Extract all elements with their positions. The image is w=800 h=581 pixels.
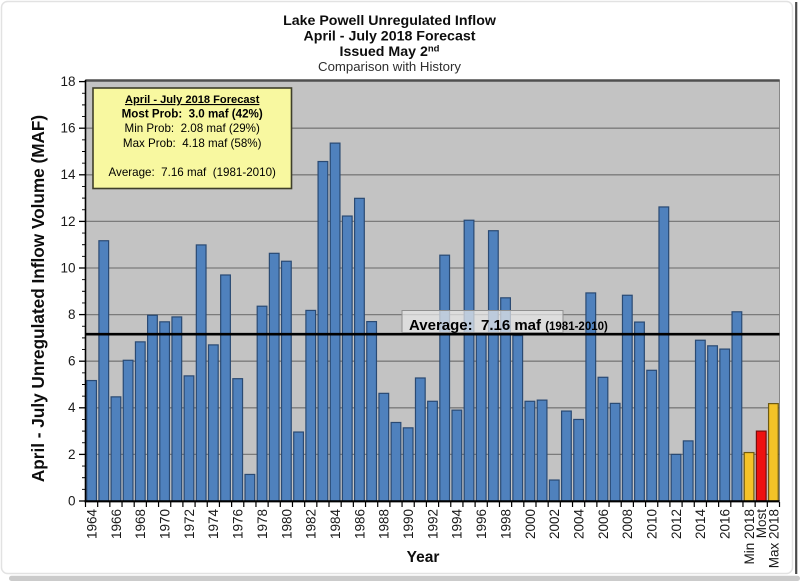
svg-text:2006: 2006	[596, 509, 611, 539]
svg-text:1964: 1964	[84, 509, 99, 540]
svg-text:1990: 1990	[401, 509, 416, 539]
svg-text:Comparison with History: Comparison with History	[318, 59, 461, 74]
svg-text:18: 18	[60, 74, 75, 89]
svg-text:1972: 1972	[182, 509, 197, 539]
svg-text:1986: 1986	[352, 509, 367, 539]
svg-text:1968: 1968	[133, 509, 148, 539]
svg-text:2010: 2010	[645, 509, 660, 539]
svg-text:Lake Powell Unregulated Inflow: Lake Powell Unregulated Inflow	[283, 13, 497, 29]
svg-text:2: 2	[68, 447, 76, 462]
svg-text:2002: 2002	[547, 509, 562, 539]
svg-text:2004: 2004	[571, 509, 586, 540]
svg-text:1996: 1996	[474, 509, 489, 539]
svg-text:1980: 1980	[279, 509, 294, 539]
svg-text:Most Prob: 3.0 maf (42%): Most Prob: 3.0 maf (42%)	[122, 108, 263, 121]
svg-text:2000: 2000	[523, 509, 538, 539]
svg-text:Issued May 2nd: Issued May 2nd	[340, 44, 440, 61]
svg-text:1978: 1978	[255, 509, 270, 539]
svg-text:1992: 1992	[425, 509, 440, 539]
svg-text:April - July 2018 Forecast: April - July 2018 Forecast	[125, 94, 260, 106]
svg-text:1974: 1974	[206, 509, 221, 540]
svg-text:12: 12	[60, 214, 75, 229]
svg-text:10: 10	[60, 260, 75, 275]
svg-text:Min 2018: Min 2018	[742, 509, 757, 565]
svg-text:Most: Most	[754, 509, 769, 539]
svg-text:1976: 1976	[231, 509, 246, 539]
svg-text:Max 2018: Max 2018	[766, 509, 781, 568]
svg-text:4: 4	[68, 400, 76, 415]
svg-text:1982: 1982	[304, 509, 319, 539]
svg-text:16: 16	[60, 121, 75, 136]
svg-text:1966: 1966	[109, 509, 124, 539]
svg-text:Average: 7.16 maf (1981-2010): Average: 7.16 maf (1981-2010)	[409, 317, 608, 334]
svg-text:1988: 1988	[377, 509, 392, 539]
svg-text:2012: 2012	[669, 509, 684, 539]
svg-text:April - July 2018 Forecast: April - July 2018 Forecast	[304, 29, 476, 45]
svg-text:2016: 2016	[718, 509, 733, 539]
svg-text:Min Prob: 2.08 maf (29%): Min Prob: 2.08 maf (29%)	[125, 122, 260, 135]
svg-text:April - July Unregulated Inflo: April - July Unregulated Inflow Volume (…	[28, 115, 48, 482]
svg-text:1984: 1984	[328, 509, 343, 540]
svg-text:6: 6	[68, 354, 76, 369]
svg-text:Max Prob: 4.18 maf (58%): Max Prob: 4.18 maf (58%)	[123, 137, 262, 150]
svg-text:14: 14	[60, 167, 76, 182]
svg-text:2014: 2014	[693, 509, 708, 540]
svg-text:1994: 1994	[450, 509, 465, 540]
svg-text:1970: 1970	[158, 509, 173, 539]
svg-text:Year: Year	[407, 549, 440, 566]
svg-text:0: 0	[68, 493, 76, 508]
svg-text:8: 8	[68, 307, 76, 322]
svg-text:2008: 2008	[620, 509, 635, 539]
svg-text:1998: 1998	[498, 509, 513, 539]
svg-text:Average: 7.16 maf (1981-2010: Average: 7.16 maf (1981-2010)	[109, 166, 276, 179]
